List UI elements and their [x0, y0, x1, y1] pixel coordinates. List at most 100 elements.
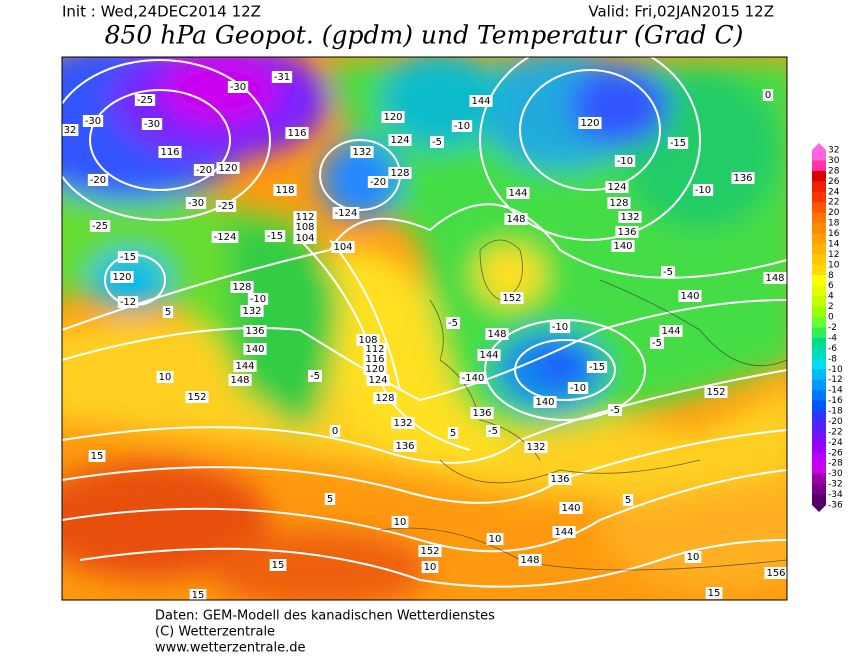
contour-label-box: [162, 306, 174, 318]
color-bar-cell: [812, 327, 826, 339]
contours: [62, 57, 787, 588]
color-bar-label: 10: [828, 260, 840, 270]
contour-label-box: [88, 450, 106, 462]
contour-label-box: [62, 124, 79, 136]
contour-label-box: [608, 404, 622, 416]
color-bar-cell: [812, 358, 826, 370]
contour-label: 5: [165, 307, 171, 318]
contour-label-box: [117, 296, 139, 308]
title: 850 hPa Geopot. (gpdm) und Temperatur (G…: [105, 21, 744, 50]
contour-label-box: [486, 425, 500, 437]
color-bar-label: -28: [828, 459, 843, 469]
contour-label-box: [215, 200, 237, 212]
contour-label: 148: [230, 375, 249, 386]
color-bar-label: -34: [828, 490, 843, 500]
contour-label-box: [430, 136, 444, 148]
contour-label-box: [271, 71, 293, 83]
color-bar-label: 30: [828, 156, 840, 166]
contour-label-box: [586, 361, 608, 373]
color-bar-label: -22: [828, 427, 843, 437]
color-bar-cell: [812, 202, 826, 214]
contour-label: 10: [394, 517, 407, 528]
contour-label-box: [611, 240, 635, 252]
contour-label-box: [156, 371, 174, 383]
color-bar-cell: [812, 484, 826, 496]
contour-label-box: [228, 374, 252, 386]
contour-label-box: [331, 241, 355, 253]
color-bar-label: -24: [828, 438, 843, 448]
contour-label: 118: [275, 185, 294, 196]
contour-label-box: [447, 427, 459, 439]
color-bar-cell: [812, 390, 826, 402]
contour-label: 140: [561, 503, 580, 514]
contour-label: 15: [192, 590, 205, 601]
contour-label-box: [605, 181, 629, 193]
contour-label-box: [524, 441, 548, 453]
color-bar-label: -18: [828, 407, 843, 417]
contour-label-box: [504, 213, 528, 225]
contour-label: 152: [187, 392, 206, 403]
contour-label: 10: [159, 372, 172, 383]
color-bar-label: -20: [828, 417, 843, 427]
contour-label: 136: [617, 227, 636, 238]
contour-label: -5: [663, 267, 673, 278]
contour-label-box: [552, 526, 576, 538]
contour-label: 144: [661, 326, 680, 337]
color-bar-cell: [812, 223, 826, 235]
contour-label: -10: [695, 185, 711, 196]
color-bar-label: 24: [828, 187, 840, 197]
color-bar-label: 32: [828, 146, 839, 156]
contour-label-box: [240, 305, 264, 317]
contour-label-box: [110, 271, 134, 283]
color-bar-label: -12: [828, 375, 843, 385]
contour-label-box: [486, 533, 504, 545]
contour-label-box: [264, 230, 286, 242]
contour-label: -124: [335, 208, 358, 219]
color-bar-cell: [812, 369, 826, 381]
color-bar-label: -26: [828, 448, 843, 458]
contour-label: 15: [91, 451, 104, 462]
color-bar-cell: [812, 442, 826, 454]
color-bar-label: -8: [828, 354, 837, 364]
contour-label: 148: [520, 555, 539, 566]
contour-label-box: [227, 81, 249, 93]
contour-label: 152: [502, 293, 521, 304]
contour-label: -15: [267, 231, 283, 242]
contour-label-box: [763, 272, 787, 284]
contour-label-box: [381, 111, 405, 123]
contour-label: 124: [368, 375, 387, 386]
contour-label: 148: [765, 273, 784, 284]
init-time: Init : Wed,24DEC2014 12Z: [62, 3, 261, 21]
contour-label-box: [678, 290, 702, 302]
color-bar-cell: [812, 400, 826, 412]
contour-label: 140: [613, 241, 632, 252]
contour-label-box: [82, 115, 104, 127]
contour-label-box: [393, 440, 417, 452]
footer-line: www.wetterzentrale.de: [155, 641, 305, 656]
color-bar-label: 16: [828, 229, 840, 239]
contour-label-box: [243, 325, 267, 337]
contour-label-box: [704, 386, 728, 398]
contour-label: 124: [390, 135, 409, 146]
contour-label-box: [485, 328, 509, 340]
contour-label: 136: [733, 173, 752, 184]
contour-label: 132: [352, 147, 371, 158]
contour-label: 148: [487, 329, 506, 340]
contour-label-box: [308, 370, 322, 382]
contour-label-box: [731, 172, 755, 184]
color-bar-cell: [812, 170, 826, 182]
contour-label: 120: [580, 118, 599, 129]
contour-label: 144: [471, 96, 490, 107]
contour-label: 128: [609, 198, 628, 209]
contour-label-box: [705, 587, 723, 599]
color-bar-cell: [812, 285, 826, 297]
contour-label-box: [650, 337, 664, 349]
contour-label: 116: [160, 147, 179, 158]
contour-label: 10: [489, 534, 502, 545]
contour-label: -15: [670, 138, 686, 149]
contour-label-box: [273, 184, 297, 196]
color-bar-cell: [812, 243, 826, 255]
contour-label: 132: [526, 442, 545, 453]
color-bar-cell: [812, 181, 826, 193]
color-bar-label: 0: [828, 313, 834, 323]
